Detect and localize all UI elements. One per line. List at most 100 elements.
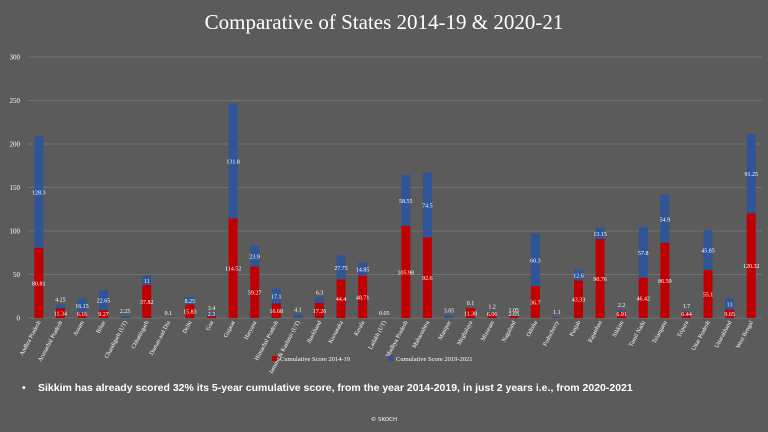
data-label-2019-2021: 22.65 xyxy=(97,299,111,305)
x-tick-label: Uttar Pradesh xyxy=(691,320,712,352)
x-tick-label: Gujarat xyxy=(223,320,237,339)
x-tick-label: Rajasthan xyxy=(587,320,603,344)
bar-2019-2021 xyxy=(703,230,713,271)
x-tick-label: Meghalaya xyxy=(457,320,475,347)
data-label-2019-2021: 4.1 xyxy=(294,307,302,313)
x-tick-label: Odisha xyxy=(526,320,539,338)
data-label-2014-19: 86.59 xyxy=(658,279,672,285)
x-tick-label: Madhya Pradesh xyxy=(385,320,409,358)
bar-2014-19 xyxy=(681,312,691,318)
x-tick-label: Mizoram xyxy=(480,320,496,343)
bar-2019-2021 xyxy=(77,298,87,313)
data-label-2019-2021: 1.1 xyxy=(553,310,561,316)
data-label-2019-2021: 8.25 xyxy=(185,299,196,305)
bar-2019-2021 xyxy=(422,172,432,238)
data-label-2019-2021: 3.4 xyxy=(208,306,216,312)
bar-2014-19 xyxy=(487,312,497,318)
data-label-2019-2021: 11 xyxy=(144,279,150,285)
x-tick-label: Arunachal Pradesh xyxy=(37,320,64,363)
data-label-2014-19: 120.32 xyxy=(743,264,760,270)
data-label-2014-19: 6.91 xyxy=(616,312,627,318)
bar-2019-2021 xyxy=(250,245,260,267)
data-label-2019-2021: 54.9 xyxy=(660,217,671,223)
data-label-2014-19: 55.1 xyxy=(703,293,714,299)
data-label-2014-19: 80.81 xyxy=(32,281,46,287)
data-label-2019-2021: 74.5 xyxy=(422,204,433,210)
bar-2019-2021 xyxy=(595,227,605,240)
data-label-2019-2021: 3.05 xyxy=(444,308,455,314)
x-tick-label: Nagaland xyxy=(501,320,517,343)
data-label-2019-2021: 0.1 xyxy=(165,311,173,317)
bar-2019-2021 xyxy=(401,174,411,226)
data-label-2019-2021: 27.75 xyxy=(334,266,348,272)
bar-2019-2021 xyxy=(314,297,324,303)
y-tick-label: 200 xyxy=(10,141,21,149)
x-tick-label: Goa xyxy=(205,320,215,332)
bar-2019-2021 xyxy=(271,288,281,304)
data-label-2019-2021: 60.3 xyxy=(530,258,541,264)
bar-2014-19 xyxy=(99,309,109,318)
data-label-2019-2021: 14.85 xyxy=(356,268,370,274)
bar-2014-19 xyxy=(228,218,238,318)
y-tick-label: 0 xyxy=(17,315,21,323)
bar-2014-19 xyxy=(358,275,368,318)
x-tick-label: Bihar xyxy=(96,320,108,335)
bar-2019-2021 xyxy=(142,275,152,286)
x-tick-label: West Bengal xyxy=(735,320,755,350)
bar-2014-19 xyxy=(314,302,324,318)
data-label-2019-2021: 131.8 xyxy=(226,160,240,166)
chart-title: Comparative of States 2014-19 & 2020-21 xyxy=(204,10,564,34)
bar-2019-2021 xyxy=(681,310,691,313)
data-label-2019-2021: 45.85 xyxy=(701,249,715,255)
x-tick-label: Puducherry xyxy=(542,320,560,347)
data-label-2019-2021: 0.05 xyxy=(379,311,390,317)
x-tick-label: Daman and Diu xyxy=(149,320,172,356)
data-label-2014-19: 16.68 xyxy=(270,309,284,315)
bar-2014-19 xyxy=(509,315,519,318)
bar-2019-2021 xyxy=(725,298,735,310)
bar-2019-2021 xyxy=(185,297,195,305)
bar-2014-19 xyxy=(336,279,346,318)
data-label-2014-19: 11.38 xyxy=(464,312,477,318)
bar-2019-2021 xyxy=(617,310,627,312)
data-label-2014-19: 105.98 xyxy=(398,270,415,276)
y-tick-label: 100 xyxy=(10,228,21,236)
y-tick-label: 250 xyxy=(10,97,21,105)
bar-2014-19 xyxy=(142,285,152,318)
legend-label: Cumulative Score 2019-2021 xyxy=(396,356,473,363)
data-label-2014-19: 48.71 xyxy=(356,295,370,301)
data-label-2019-2021: 1.05 xyxy=(508,308,519,314)
x-tick-label: Karnataka xyxy=(328,320,345,345)
bar-2019-2021 xyxy=(746,133,756,214)
bar-2014-19 xyxy=(207,315,216,318)
bullet-glyph: • xyxy=(22,382,26,394)
x-tick-label: Assam xyxy=(73,320,86,338)
x-tick-label: Chhattisgarh xyxy=(131,320,151,350)
bar-2014-19 xyxy=(271,303,281,318)
bar-2019-2021 xyxy=(660,194,670,243)
bar-2014-19 xyxy=(530,286,540,318)
data-label-2014-19: 36.7 xyxy=(530,301,541,307)
x-tick-label: Ladakh (UT) xyxy=(367,320,388,351)
bar-2019-2021 xyxy=(444,315,454,318)
x-tick-label: Kerala xyxy=(354,320,367,337)
x-tick-label: Sikkim xyxy=(612,320,626,338)
bar-2019-2021 xyxy=(120,316,130,318)
data-label-2014-19: 114.52 xyxy=(225,267,241,273)
bar-2014-19 xyxy=(746,213,756,318)
x-tick-label: Manipur xyxy=(438,320,453,341)
bar-2019-2021 xyxy=(228,103,238,219)
data-label-2014-19: 17.26 xyxy=(313,309,327,315)
bar-2019-2021 xyxy=(358,262,368,276)
bar-2014-19 xyxy=(34,247,44,318)
x-tick-label: Punjab xyxy=(569,320,582,338)
x-tick-label: Himachal Pradesh xyxy=(254,320,280,362)
y-tick-label: 300 xyxy=(10,54,21,62)
data-label-2014-19: 90.76 xyxy=(593,277,607,283)
data-label-2014-19: 6.16 xyxy=(77,312,88,318)
bar-2019-2021 xyxy=(574,269,583,281)
bar-2019-2021 xyxy=(207,313,216,316)
data-label-2014-19: 6.06 xyxy=(487,312,498,318)
data-label-2019-2021: 17.1 xyxy=(271,295,282,301)
